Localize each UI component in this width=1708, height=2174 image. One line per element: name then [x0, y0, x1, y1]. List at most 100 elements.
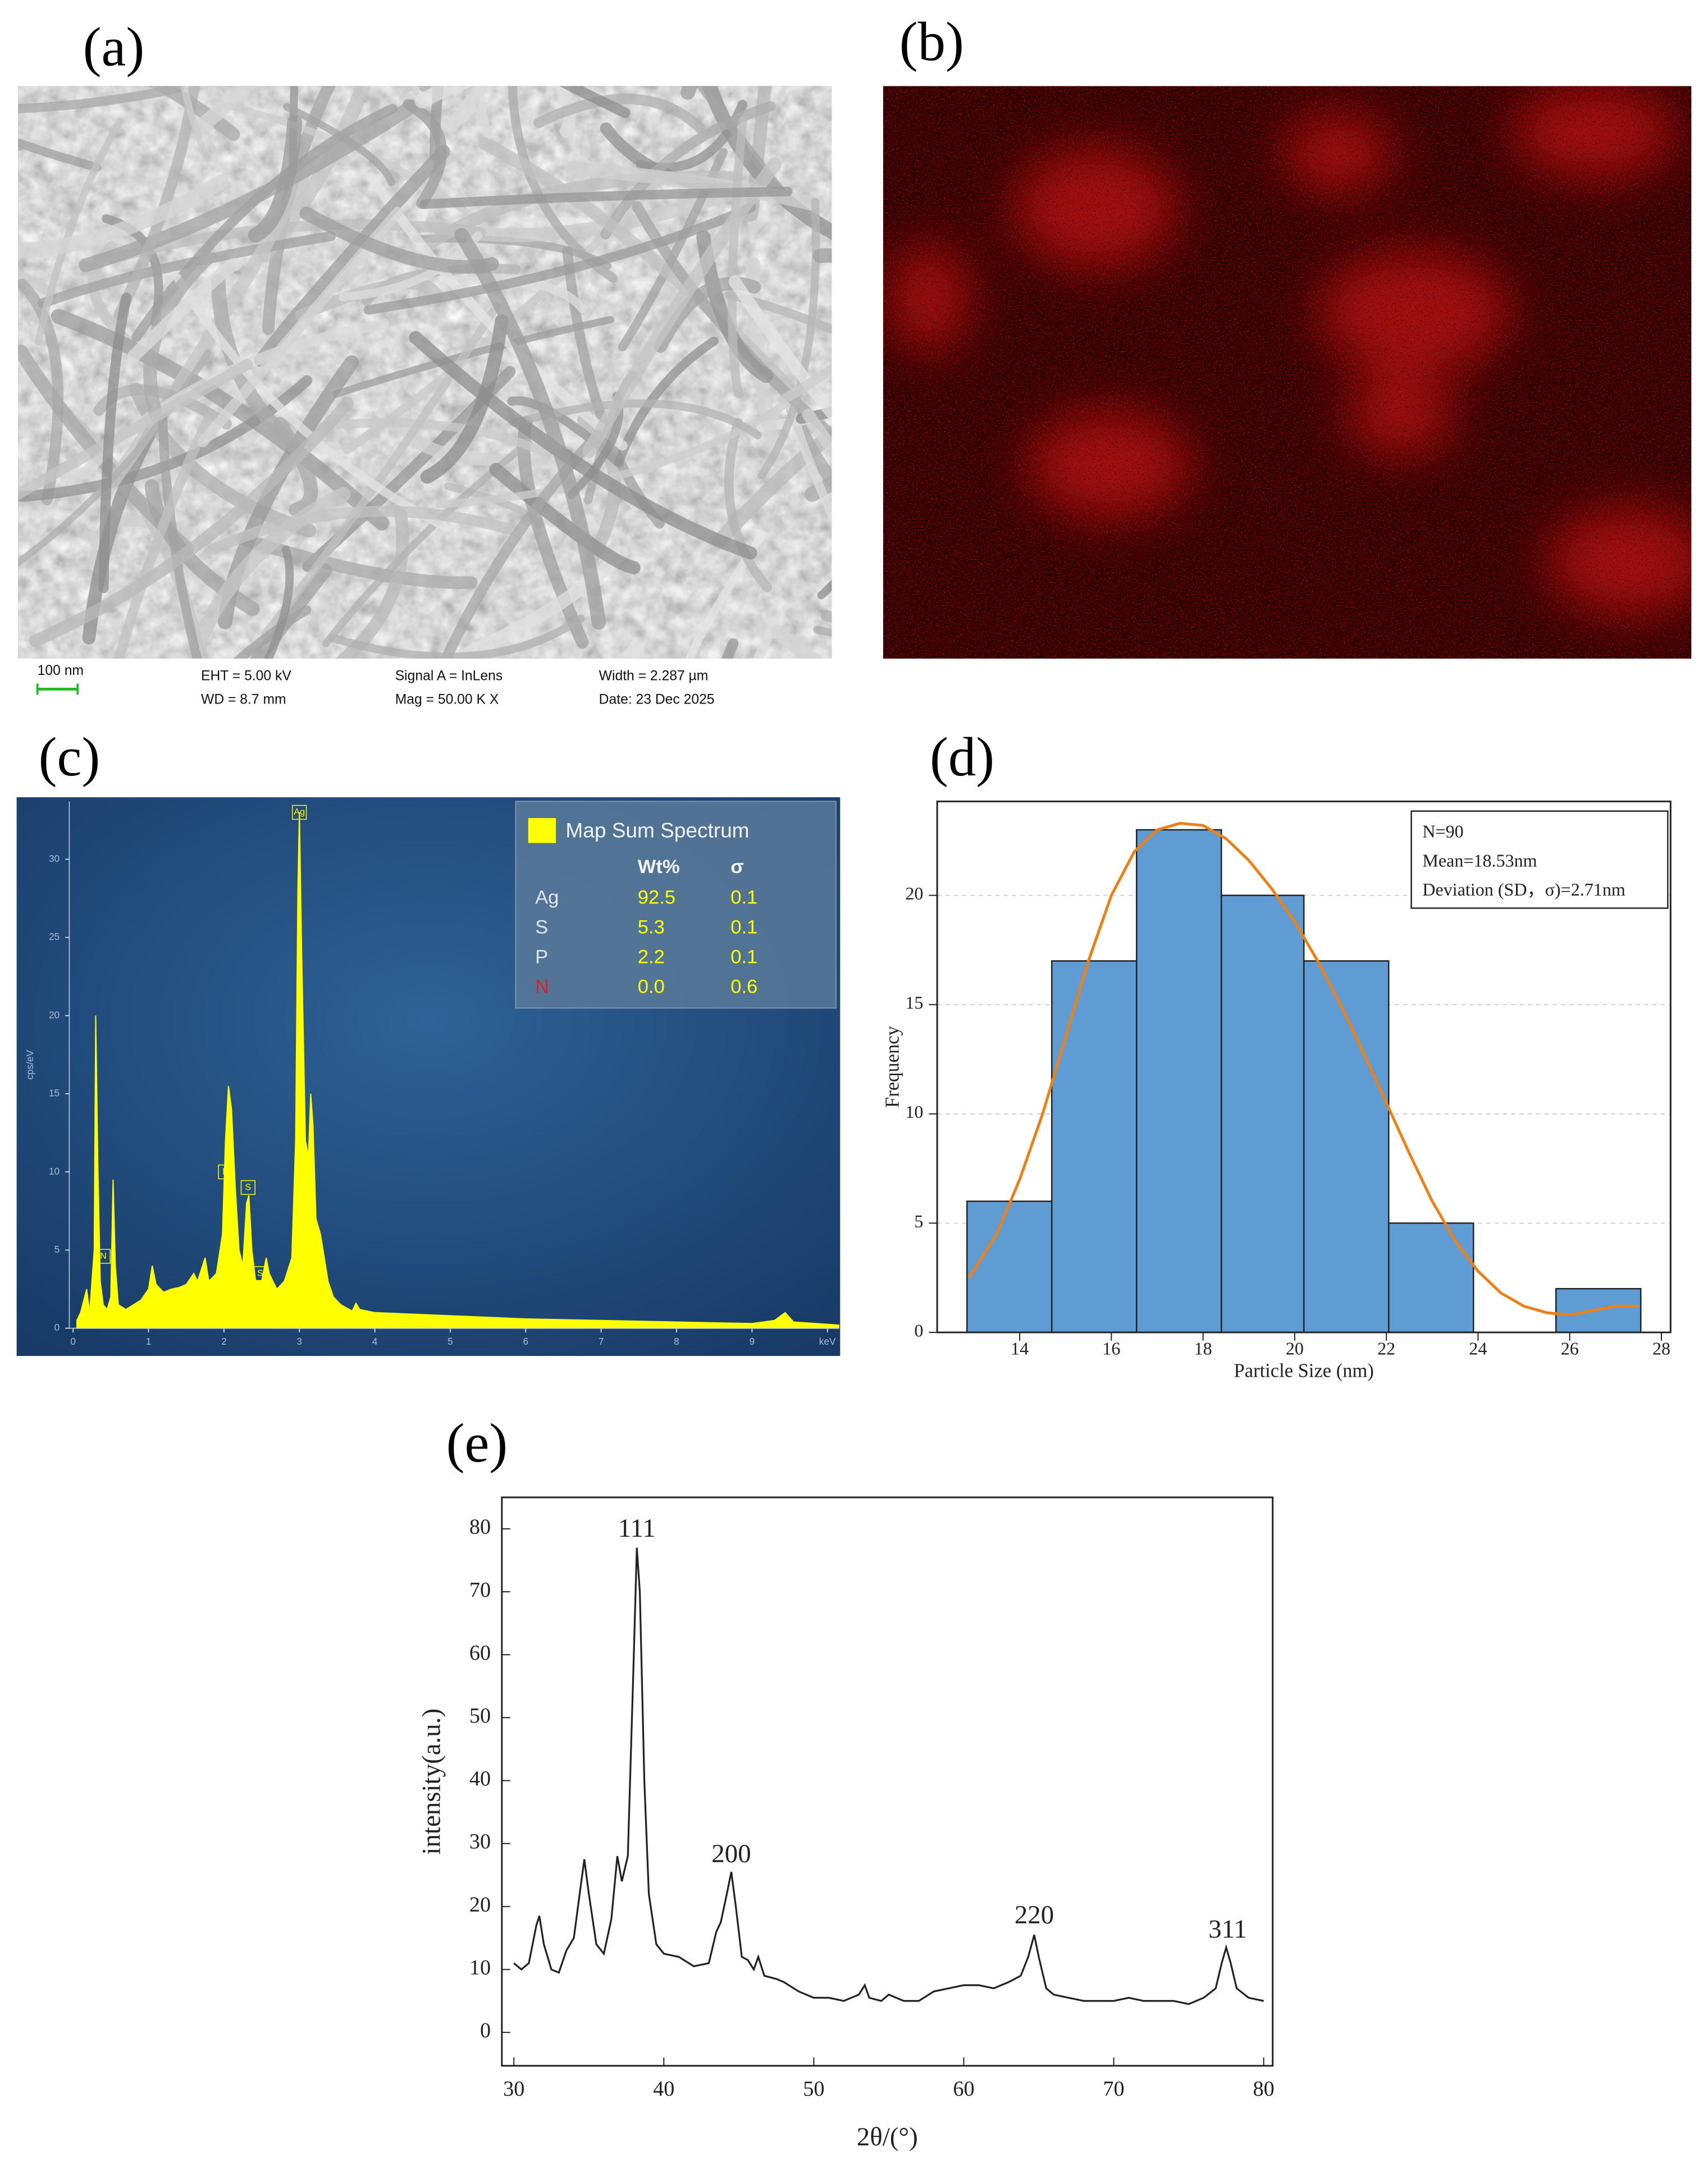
x-tick-label: 20 — [1286, 1338, 1304, 1358]
fiber — [180, 86, 207, 154]
y-axis-label: cps/eV — [24, 1050, 35, 1080]
y-tick-label: 30 — [49, 853, 60, 864]
x-tick-label: 9 — [750, 1336, 755, 1347]
panel-label: (a) — [83, 17, 145, 78]
fiber — [18, 140, 25, 152]
fiber — [533, 93, 706, 134]
x-tick-label: keV — [819, 1336, 836, 1347]
fiber — [778, 363, 832, 405]
fiber — [34, 117, 124, 347]
x-tick-label: 8 — [674, 1336, 679, 1347]
peak-label: N — [100, 1251, 107, 1261]
y-tick-label: 0 — [54, 1322, 60, 1333]
panel-d: 0 5 10 15 20 14 16 18 20 22 24 26 28 Particle Size (n… — [882, 800, 1672, 1382]
fiber — [429, 86, 444, 161]
density-curve — [968, 821, 1639, 1317]
fiber — [363, 202, 756, 315]
fiber — [126, 258, 241, 364]
fiber — [418, 86, 431, 93]
peak-label: 111 — [618, 1514, 656, 1543]
sem-image — [18, 86, 832, 659]
panel-label: (e) — [446, 1413, 508, 1474]
table-value: 0.1 — [730, 946, 757, 967]
x-tick-label: 14 — [1011, 1338, 1029, 1358]
fiber — [173, 273, 452, 533]
bar — [1221, 894, 1305, 1333]
fiber — [554, 86, 576, 138]
table-value: 0.1 — [730, 916, 757, 938]
y-tick-label: 50 — [469, 1704, 491, 1728]
table-value: 0.6 — [730, 976, 757, 998]
y-tick-label: 15 — [905, 993, 923, 1013]
fiber — [444, 86, 491, 133]
fiber — [272, 417, 318, 517]
fiber — [148, 86, 240, 141]
sem-info: Width = 2.287 µm — [599, 669, 709, 684]
fiber — [696, 86, 800, 213]
y-tick-label: 80 — [469, 1515, 491, 1539]
fiber — [435, 385, 811, 509]
fiber — [264, 545, 294, 659]
x-tick-label: 18 — [1194, 1338, 1212, 1358]
fiber — [107, 219, 486, 264]
table-header: σ — [730, 856, 744, 878]
panel-label: (b) — [899, 11, 964, 72]
peak-label: 311 — [1208, 1915, 1247, 1944]
stats-text: N=90 — [1422, 821, 1463, 842]
table-header: Wt% — [638, 856, 680, 878]
y-tick-label: 20 — [469, 1893, 491, 1916]
fiber — [18, 174, 229, 258]
peak-tag — [292, 805, 307, 820]
fiber — [420, 314, 509, 484]
fiber — [403, 99, 447, 209]
peak-tag — [218, 1164, 233, 1180]
fiber — [418, 186, 793, 209]
fiber — [98, 293, 132, 593]
fiber — [18, 278, 64, 506]
spectrum-area — [76, 812, 839, 1329]
y-tick-label: 20 — [49, 1009, 60, 1020]
x-tick-label: 70 — [1103, 2077, 1124, 2100]
y-tick-label: 40 — [469, 1767, 491, 1791]
x-tick-label: 80 — [1253, 2077, 1275, 2100]
y-tick-label: 30 — [469, 1830, 491, 1853]
y-tick-label: 10 — [469, 1956, 491, 1979]
legend-swatch — [528, 817, 556, 843]
x-axis-label: Particle Size (nm) — [1234, 1360, 1374, 1382]
fiber — [565, 161, 826, 213]
x-tick-label: 26 — [1561, 1338, 1579, 1358]
y-tick-label: 5 — [914, 1211, 923, 1231]
fiber — [194, 86, 258, 134]
fiber — [728, 275, 832, 423]
sem-info-bar — [18, 659, 832, 717]
x-tick-label: 0 — [70, 1336, 76, 1347]
table-element: Ag — [535, 887, 559, 908]
peak-label: 200 — [711, 1839, 751, 1869]
x-tick-label: 50 — [803, 2077, 824, 2100]
peak-label: 220 — [1015, 1900, 1054, 1929]
x-tick-label: 24 — [1469, 1338, 1487, 1358]
fiber — [37, 231, 336, 309]
x-tick-label: 22 — [1377, 1338, 1395, 1358]
bar — [966, 1200, 1053, 1333]
x-tick-label: 1 — [146, 1336, 152, 1347]
peak-tag — [95, 1249, 111, 1264]
fiber — [254, 145, 450, 367]
fiber — [510, 399, 762, 440]
y-tick-label: 10 — [49, 1166, 60, 1177]
fiber — [158, 410, 202, 659]
table-value: 92.5 — [638, 887, 675, 908]
fiber — [441, 275, 587, 313]
fiber — [724, 418, 772, 592]
fiber — [51, 309, 391, 532]
fiber — [681, 86, 698, 100]
fiber — [454, 227, 606, 630]
fiber — [78, 99, 419, 272]
x-tick-label: 7 — [599, 1336, 604, 1347]
sem-info: EHT = 5.00 kV — [201, 669, 291, 684]
fiber — [753, 616, 780, 659]
table-value: 0.1 — [730, 887, 757, 908]
panel-label: (d) — [930, 727, 994, 788]
